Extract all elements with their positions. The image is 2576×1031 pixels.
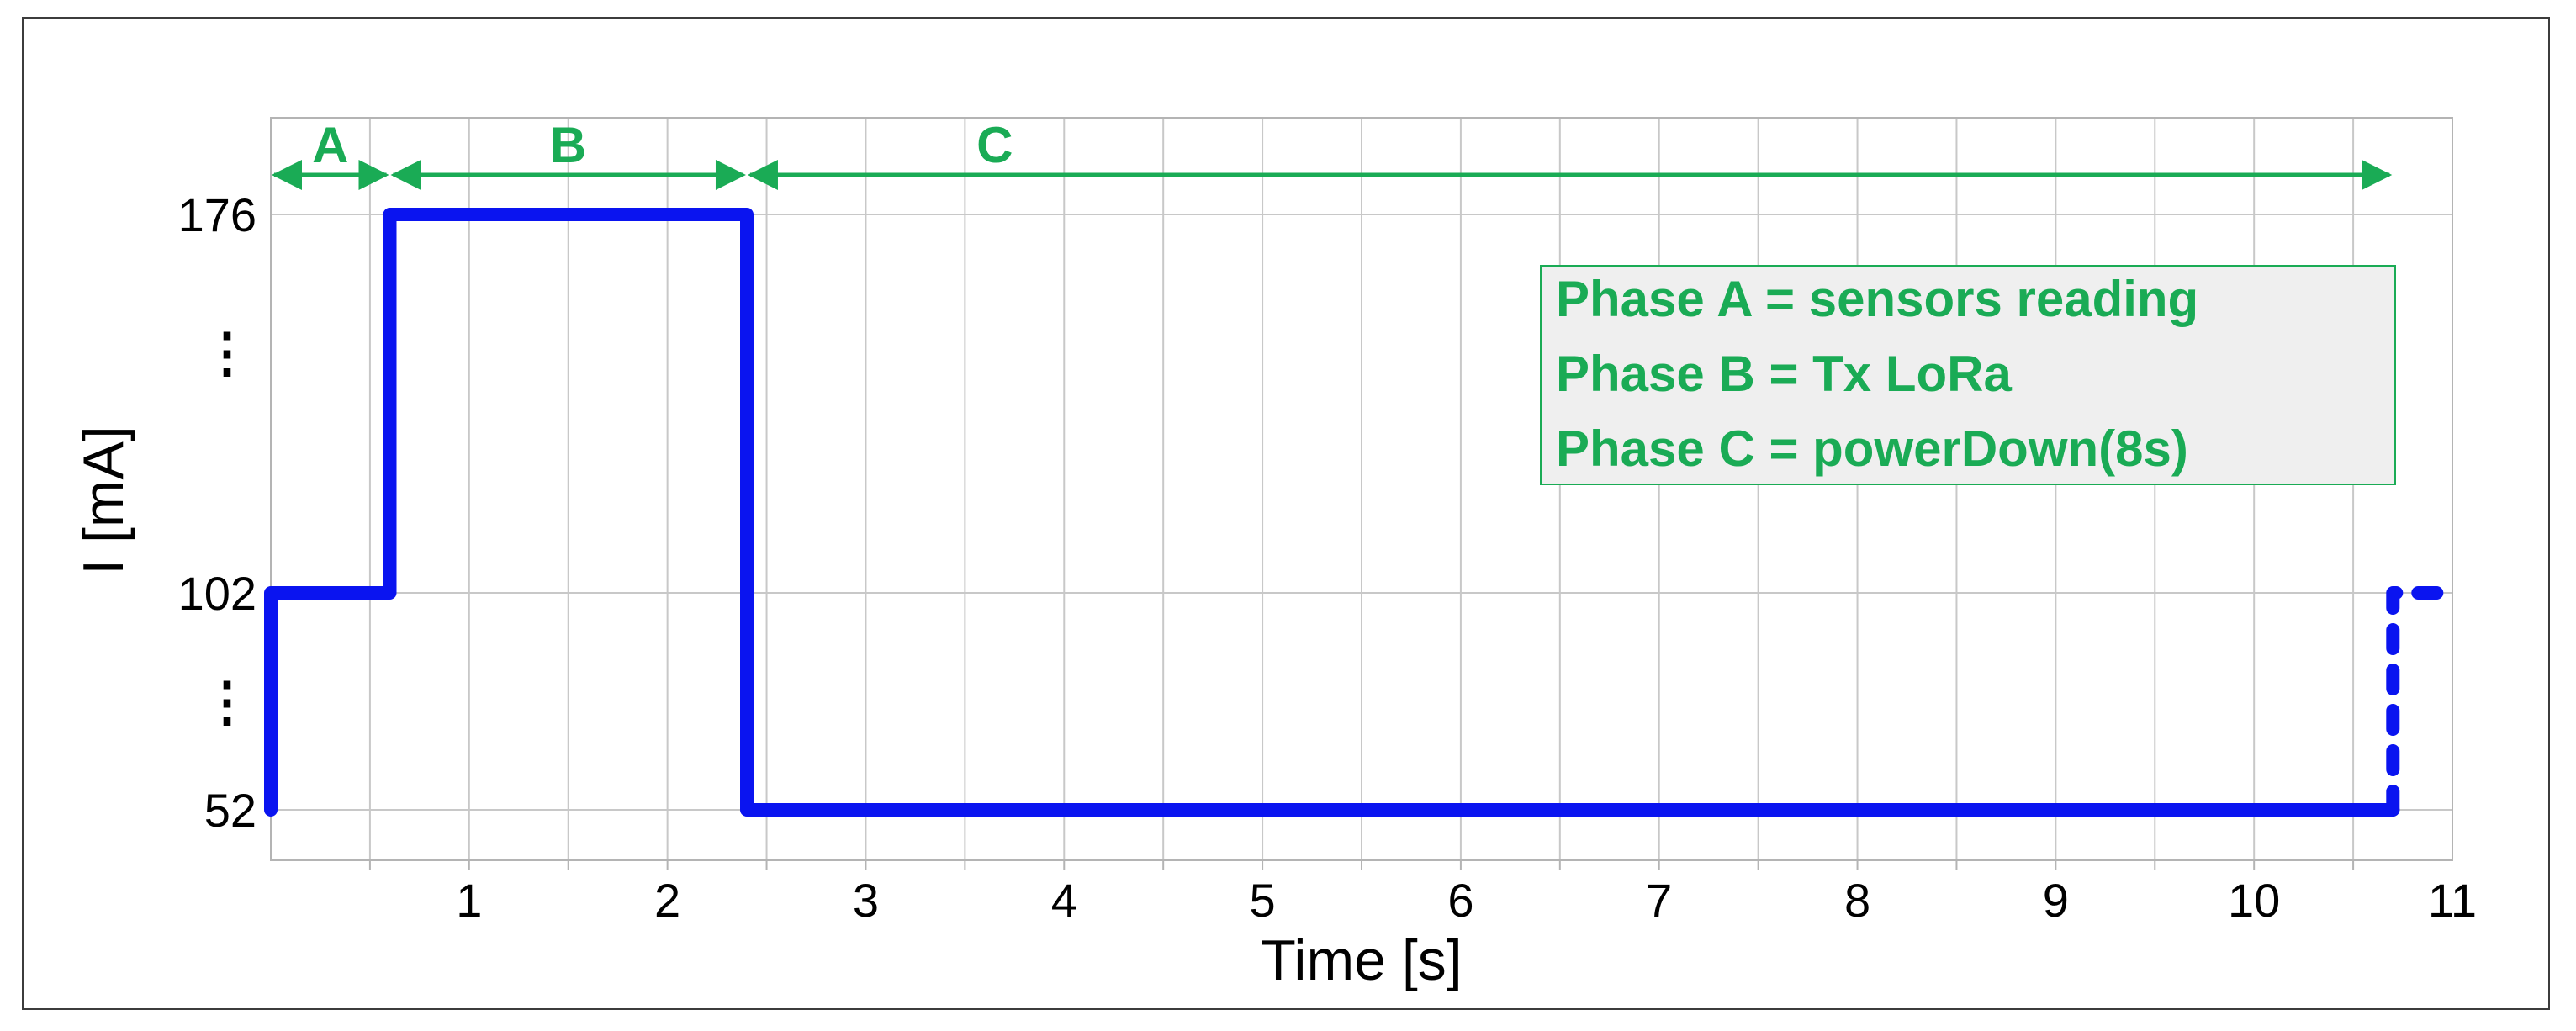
phase-label: C	[976, 117, 1013, 173]
legend-line-2: Phase B = Tx LoRa	[1556, 346, 2012, 402]
y-tick-label: 102	[178, 567, 257, 620]
y-tick-labels: 176 102 52 ⋮ ⋮	[178, 188, 257, 837]
y-axis-title: I [mA]	[71, 426, 135, 575]
series-line-dashed	[2386, 586, 2459, 817]
y-tick-label: 176	[178, 188, 257, 241]
legend-line-1: Phase A = sensors reading	[1556, 271, 2198, 327]
phase-label: B	[550, 117, 586, 173]
x-tick-label: 9	[2043, 874, 2069, 927]
x-tick-label: 3	[853, 874, 879, 927]
series-line-solid	[264, 208, 2400, 817]
legend-line-3: Phase C = powerDown(8s)	[1556, 420, 2188, 477]
legend-box: Phase A = sensors reading Phase B = Tx L…	[1540, 265, 2396, 485]
x-axis-title: Time [s]	[1261, 928, 1462, 992]
phase-arrows: A B C	[272, 117, 2393, 190]
y-tick-label: 52	[204, 784, 257, 837]
x-tick-label: 11	[2428, 874, 2477, 927]
series-layer	[264, 208, 2459, 817]
legend-background	[1540, 265, 2396, 485]
x-tick-label: 10	[2228, 874, 2280, 927]
y-axis-break: ⋮	[200, 671, 254, 732]
x-tick-label: 2	[654, 874, 680, 927]
y-axis-break: ⋮	[200, 322, 254, 383]
grid	[271, 118, 2452, 860]
figure-frame	[22, 17, 2550, 1010]
x-tick-label: 5	[1250, 874, 1276, 927]
x-tick-label: 8	[1844, 874, 1870, 927]
x-tick-label: 7	[1646, 874, 1672, 927]
x-tick-label: 4	[1051, 874, 1077, 927]
phase-label: A	[312, 117, 348, 173]
x-tick-labels: 1 2 3 4 5 6 7 8 9 10 11	[368, 860, 2477, 927]
x-tick-label: 1	[456, 874, 482, 927]
x-tick-label: 6	[1447, 874, 1473, 927]
